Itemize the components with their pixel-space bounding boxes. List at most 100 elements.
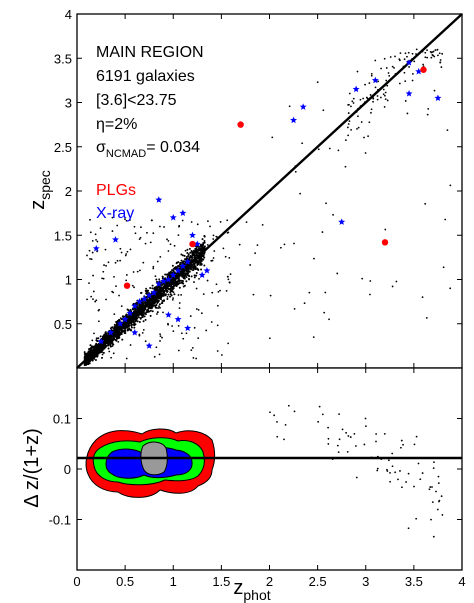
galaxy-dot: [144, 318, 147, 321]
galaxy-dot: [323, 311, 326, 314]
xray-star: [126, 309, 134, 317]
galaxy-dot: [93, 332, 95, 335]
galaxy-dot: [212, 257, 215, 259]
top-y-axis-label: zspec: [27, 170, 53, 210]
y-tick-label: 4: [65, 7, 72, 22]
galaxy-dot: [159, 335, 162, 338]
galaxy-dot: [155, 287, 158, 290]
top-xray-stars: [92, 59, 442, 349]
galaxy-dot: [136, 320, 139, 323]
galaxy-dot: [421, 296, 424, 299]
galaxy-dot: [169, 270, 172, 273]
galaxy-dot: [228, 281, 231, 284]
galaxy-dot: [170, 272, 173, 275]
galaxy-dot: [155, 280, 158, 283]
galaxy-dot: [202, 293, 205, 296]
outlier-dot: [345, 431, 347, 434]
galaxy-dot: [129, 219, 131, 221]
galaxy-dot: [159, 333, 161, 336]
plg-point: [381, 239, 389, 246]
galaxy-dot: [384, 98, 387, 101]
galaxy-dot: [169, 243, 172, 246]
y-tick-label: 0.5: [54, 317, 72, 332]
galaxy-dot: [212, 234, 215, 237]
galaxy-dot: [130, 323, 133, 326]
galaxy-dot: [383, 106, 386, 108]
galaxy-dot: [123, 326, 126, 329]
galaxy-dot: [182, 285, 185, 288]
galaxy-dot: [165, 289, 168, 292]
top-x-tick-marks: [76, 14, 463, 368]
galaxy-dot: [384, 228, 387, 231]
galaxy-dot: [169, 289, 172, 291]
bottom-ylabel: Δ z/(1+z): [21, 428, 43, 508]
galaxy-dot: [350, 128, 352, 131]
outlier-dot: [399, 446, 402, 449]
galaxy-dot: [195, 357, 198, 360]
galaxy-dot: [157, 301, 159, 304]
galaxy-dot: [391, 285, 394, 288]
galaxy-dot: [96, 250, 98, 253]
galaxy-dot: [99, 335, 102, 338]
galaxy-dot: [188, 257, 191, 260]
galaxy-dot: [106, 342, 109, 345]
y-tick-label: 0.1: [53, 412, 71, 427]
galaxy-dot: [141, 331, 144, 334]
galaxy-dot: [422, 63, 425, 66]
sigma-subscript: NCMAD: [106, 148, 146, 160]
galaxy-dot: [102, 270, 105, 273]
galaxy-dot: [156, 311, 159, 314]
galaxy-dot: [126, 329, 129, 332]
galaxy-dot: [95, 339, 98, 342]
outlier-dot: [338, 413, 340, 416]
galaxy-dot: [188, 247, 191, 250]
galaxy-dot: [95, 299, 98, 302]
xray-star: [131, 302, 139, 309]
galaxy-dot: [149, 241, 152, 244]
galaxy-dot: [380, 67, 382, 70]
galaxy-dot: [386, 84, 389, 87]
galaxy-dot: [254, 252, 257, 255]
galaxy-dot: [159, 225, 161, 228]
galaxy-dot: [138, 305, 141, 308]
galaxy-dot: [114, 261, 117, 264]
galaxy-dot: [393, 66, 395, 69]
galaxy-dot: [116, 321, 119, 324]
outlier-dot: [327, 426, 329, 429]
galaxy-dot: [103, 264, 105, 266]
galaxy-dot: [162, 299, 165, 302]
galaxy-dot: [133, 225, 136, 228]
galaxy-dot: [88, 249, 91, 252]
galaxy-dot: [83, 364, 86, 367]
galaxy-dot: [364, 83, 366, 86]
galaxy-dot: [211, 291, 214, 294]
outlier-dot: [318, 405, 321, 408]
outlier-dot: [284, 424, 287, 426]
galaxy-dot: [346, 126, 349, 129]
galaxy-dot: [209, 225, 211, 228]
galaxy-dot: [225, 290, 228, 292]
galaxy-dot: [167, 250, 170, 252]
xlabel-sub: phot: [243, 587, 270, 603]
galaxy-dot: [180, 253, 183, 256]
galaxy-dot: [138, 238, 141, 241]
xray-star: [136, 298, 143, 305]
galaxy-dot: [168, 271, 171, 274]
outlier-dot: [428, 488, 431, 491]
x-tick-label: 4: [458, 574, 465, 589]
galaxy-dot: [169, 295, 172, 298]
galaxy-dot: [220, 354, 223, 356]
outlier-dot: [341, 428, 344, 431]
galaxy-dot: [139, 312, 142, 315]
galaxy-dot: [434, 49, 437, 51]
galaxy-dot: [129, 344, 132, 346]
galaxy-dot: [182, 337, 185, 340]
galaxy-dot: [125, 314, 128, 317]
outlier-dot: [349, 436, 352, 438]
galaxy-dot: [89, 218, 91, 221]
galaxy-dot: [344, 139, 347, 142]
galaxy-dot: [91, 339, 94, 342]
galaxy-dot: [178, 286, 181, 289]
galaxy-dot: [366, 97, 369, 100]
galaxy-dot: [411, 73, 414, 75]
